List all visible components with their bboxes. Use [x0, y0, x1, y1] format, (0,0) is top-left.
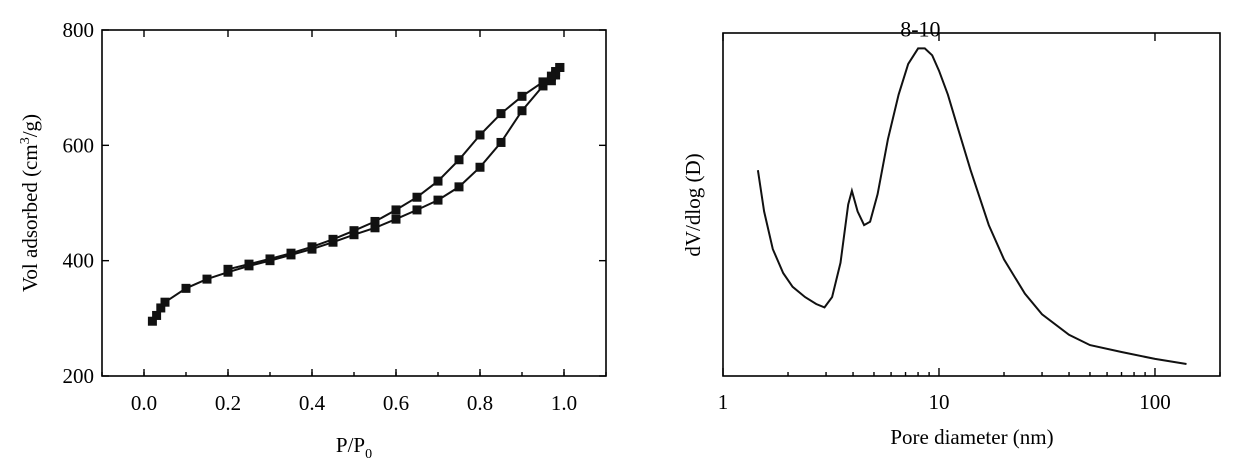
isotherm-plot-frame	[101, 29, 607, 377]
isotherm-data-point	[496, 109, 506, 119]
isotherm-x-tick-label: 0.0	[131, 391, 157, 415]
isotherm-data-point	[349, 226, 359, 236]
isotherm-x-tick-label: 0.2	[215, 391, 241, 415]
isotherm-data-point	[551, 67, 561, 77]
adsorption-branch-line	[151, 67, 561, 322]
isotherm-data-point	[391, 214, 401, 224]
pore-ticks: 1 10 100	[718, 33, 1221, 414]
pore-plot-frame	[722, 32, 1221, 377]
isotherm-data-point	[156, 303, 166, 313]
isotherm-data-point	[391, 205, 401, 215]
pore-x-tick-label: 1	[718, 390, 729, 414]
pore-x-axis-label: Pore diameter (nm)	[890, 425, 1053, 449]
isotherm-data-point	[223, 264, 233, 274]
isotherm-data-point	[328, 234, 338, 244]
isotherm-y-tick-label: 600	[63, 133, 95, 157]
isotherm-y-axis-label: Vol adsorbed (cm3/g)	[18, 114, 42, 292]
peak-annotation: 8-10	[900, 17, 940, 42]
isotherm-data-point	[370, 223, 380, 233]
isotherm-data-point	[286, 248, 296, 258]
pore-distribution-line	[756, 47, 1187, 365]
isotherm-x-tick-label: 0.8	[467, 391, 493, 415]
isotherm-data-point	[454, 182, 464, 192]
pore-y-axis-label: dV/dlog (D)	[681, 153, 705, 256]
pore-x-tick-label: 10	[928, 390, 949, 414]
pore-series	[756, 47, 1187, 365]
isotherm-data-point	[475, 162, 485, 172]
pore-x-tick-label: 100	[1139, 390, 1171, 414]
isotherm-data-point	[160, 297, 170, 307]
pore-distribution-panel: 1 10 100 8-10 Pore diameter (nm) dV/dlog (…	[681, 17, 1221, 449]
isotherm-data-point	[370, 216, 380, 226]
isotherm-ticks: 0.0 0.2 0.4 0.6 0.8 1.0 200 400 600 800	[63, 18, 607, 415]
isotherm-data-point	[517, 91, 527, 101]
isotherm-panel: 0.0 0.2 0.4 0.6 0.8 1.0 200 400 600 800 P/P0 Vol …	[18, 18, 607, 462]
isotherm-data-point	[202, 274, 212, 284]
isotherm-x-axis-label: P/P0	[336, 433, 372, 462]
isotherm-data-point	[307, 242, 317, 252]
isotherm-data-point	[517, 106, 527, 116]
isotherm-data-point	[152, 310, 162, 320]
isotherm-data-point	[496, 137, 506, 147]
isotherm-x-tick-label: 1.0	[551, 391, 577, 415]
isotherm-data-point	[538, 77, 548, 87]
isotherm-x-tick-label: 0.6	[383, 391, 409, 415]
desorption-branch-line	[227, 66, 561, 271]
isotherm-y-tick-label: 200	[63, 364, 95, 388]
isotherm-data-point	[147, 316, 157, 326]
isotherm-y-tick-label: 400	[63, 249, 95, 273]
isotherm-y-axis-label-superscript: 3	[18, 137, 33, 144]
isotherm-data-point	[412, 205, 422, 215]
isotherm-data-point	[433, 195, 443, 205]
isotherm-data-point	[454, 155, 464, 165]
isotherm-data-point	[265, 254, 275, 264]
isotherm-data-point	[244, 259, 254, 269]
isotherm-data-point	[546, 76, 556, 86]
isotherm-data-point	[475, 130, 485, 140]
isotherm-data-point	[433, 176, 443, 186]
isotherm-x-tick-label: 0.4	[299, 391, 326, 415]
isotherm-data-point	[181, 283, 191, 293]
isotherm-y-tick-label: 800	[63, 18, 95, 42]
isotherm-data-point	[546, 71, 556, 81]
isotherm-series	[147, 62, 565, 326]
isotherm-x-axis-label-subscript: 0	[365, 447, 372, 462]
isotherm-data-point	[412, 192, 422, 202]
